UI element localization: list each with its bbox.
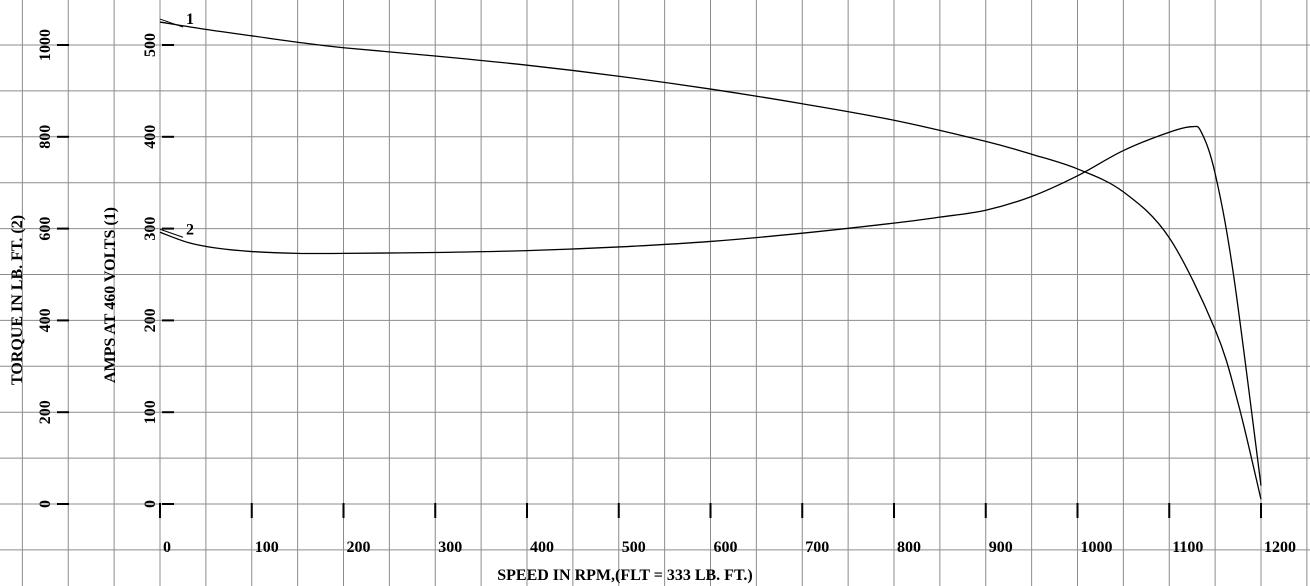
x-axis-label: SPEED IN RPM,(FLT = 333 LB. FT.) <box>497 567 753 584</box>
series-1-label: 1 <box>186 11 194 28</box>
x-tick-label: 900 <box>989 539 1013 556</box>
x-tick-label: 500 <box>622 539 646 556</box>
series-1-leader <box>159 18 184 28</box>
axis-ticks: 0 100 200 300 400 500 600 700 800 900 1000 1100 1200… <box>37 29 1296 556</box>
torque-tick-label: 600 <box>37 217 54 241</box>
series-2-line <box>159 125 1262 486</box>
x-tick-label: 0 <box>163 539 171 556</box>
torque-tick-label: 800 <box>37 125 54 149</box>
x-tick-label: 1100 <box>1172 539 1203 556</box>
x-tick-label: 1200 <box>1264 539 1296 556</box>
x-tick-label: 600 <box>714 539 738 556</box>
torque-tick-label: 0 <box>37 500 54 508</box>
amps-tick-label: 200 <box>142 308 159 332</box>
amps-tick-label: 300 <box>142 217 159 241</box>
series-2-leader <box>159 228 184 238</box>
series-2-label: 2 <box>186 221 194 238</box>
x-tick-label: 300 <box>438 539 462 556</box>
amps-tick-label: 400 <box>142 125 159 149</box>
torque-tick-label: 1000 <box>37 29 54 61</box>
series-1-line <box>159 21 1262 500</box>
amps-tick-label: 0 <box>142 500 159 508</box>
torque-tick-label: 400 <box>37 308 54 332</box>
amps-tick-label: 100 <box>142 400 159 424</box>
amps-axis-label: AMPS AT 460 VOLTS (1) <box>102 207 119 383</box>
x-tick-label: 1000 <box>1081 539 1113 556</box>
x-tick-label: 700 <box>805 539 829 556</box>
x-tick-label: 200 <box>347 539 371 556</box>
x-tick-label: 100 <box>255 539 279 556</box>
x-tick-label: 400 <box>530 539 554 556</box>
curves: 12 <box>159 11 1262 500</box>
amps-tick-label: 500 <box>142 33 159 57</box>
x-tick-label: 800 <box>897 539 921 556</box>
torque-tick-label: 200 <box>37 400 54 424</box>
torque-axis-label: TORQUE IN LB. FT. (2) <box>9 215 26 385</box>
